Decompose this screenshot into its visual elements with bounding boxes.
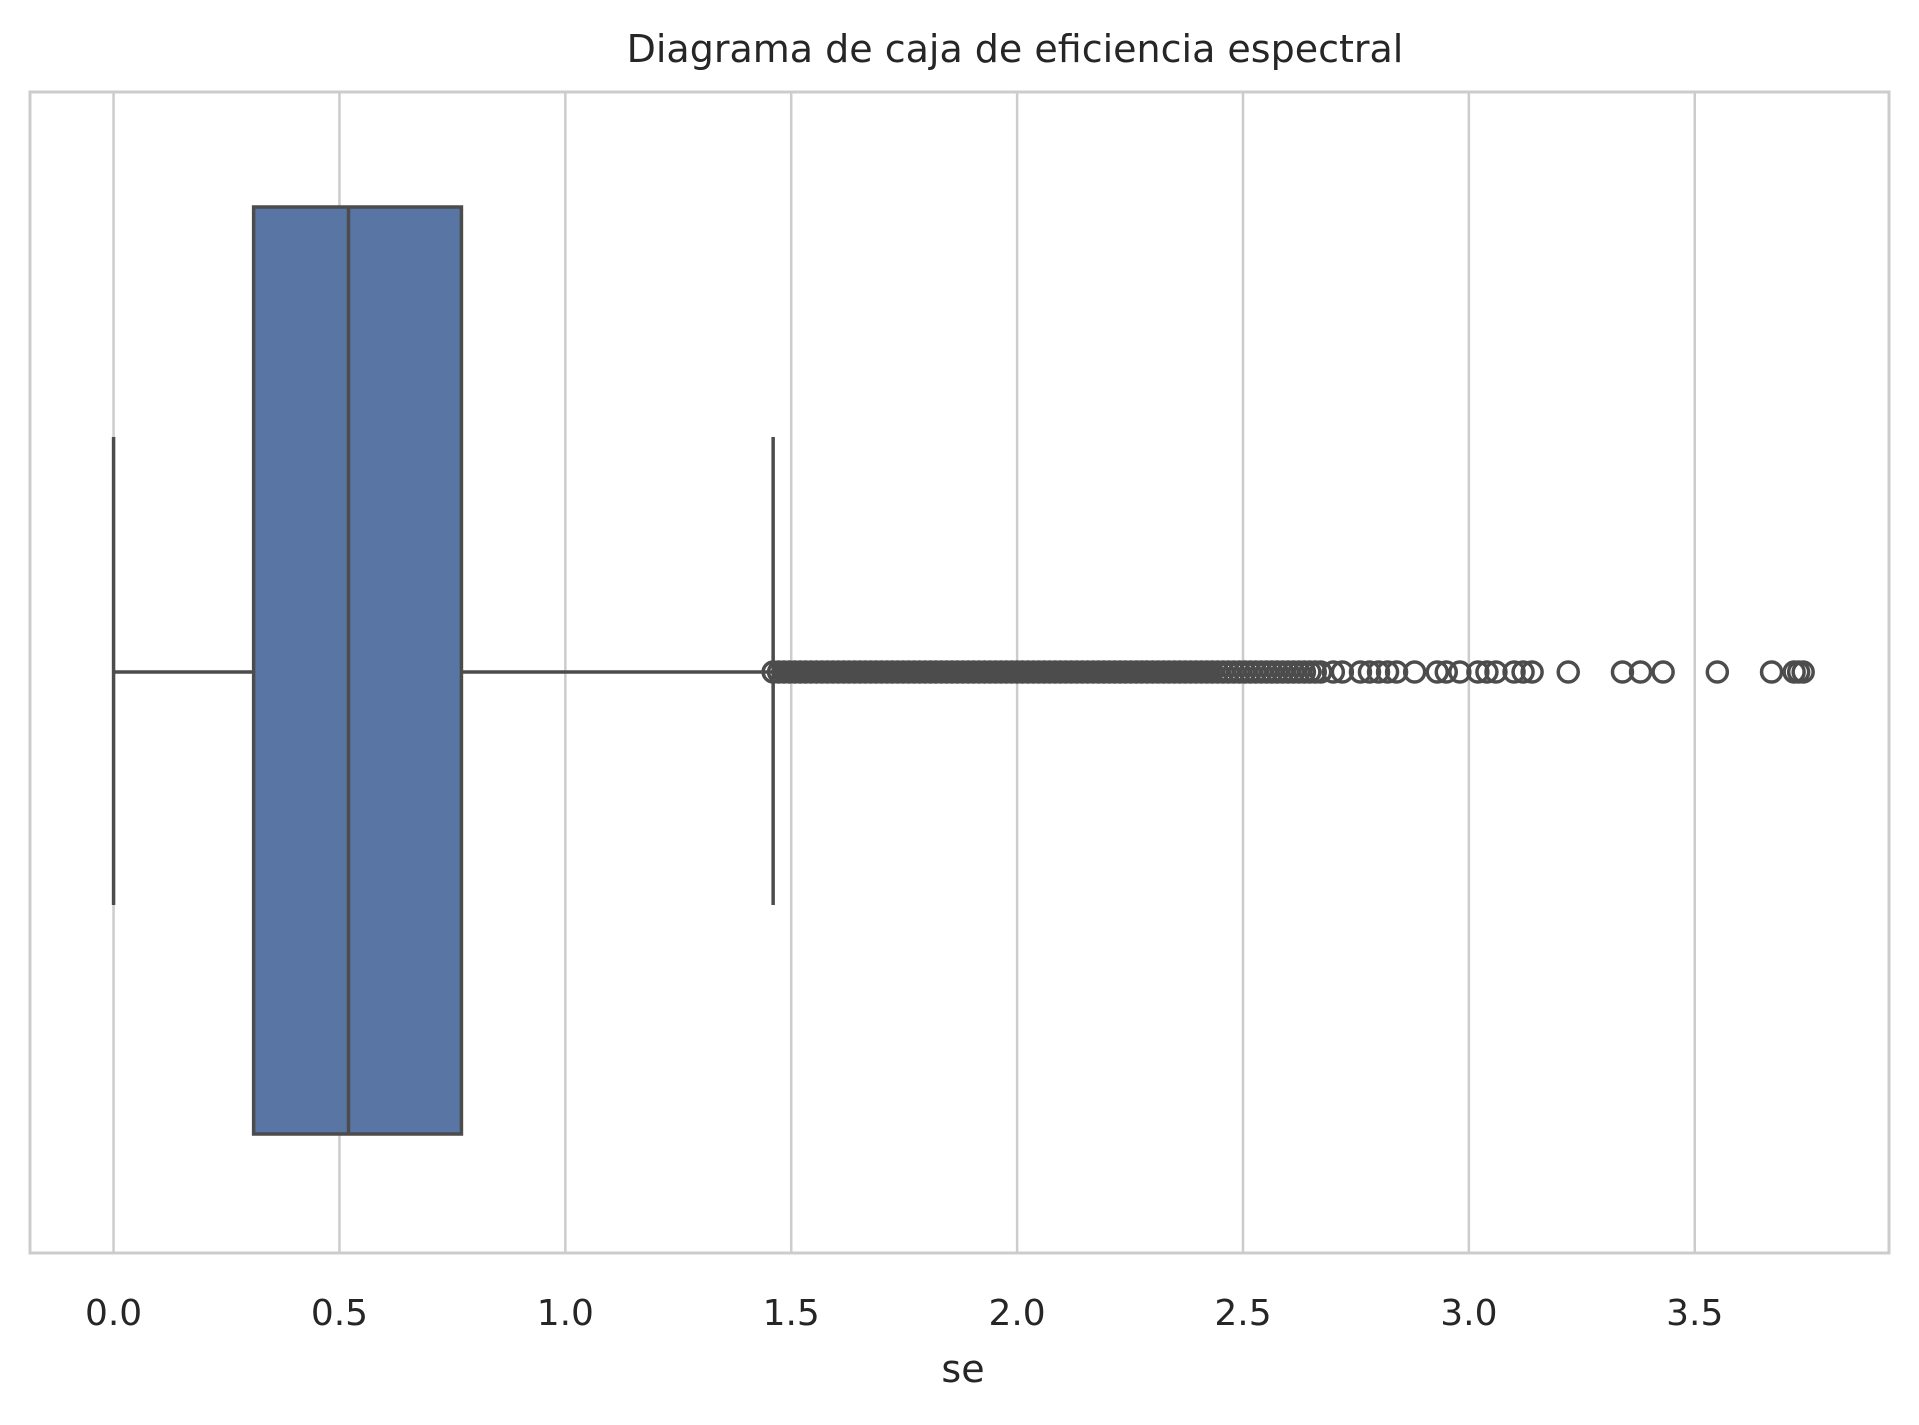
outlier-point [1791,660,1815,684]
outlier-point [1448,660,1472,684]
outlier-point [1502,660,1526,684]
chart-title: Diagrama de caja de eficiencia espectral [627,27,1404,71]
outlier-point [1475,660,1499,684]
x-axis-ticks: 0.0 0.5 1.0 1.5 2.0 2.5 3.0 3.5 [85,1293,1723,1334]
x-tick-label: 0.5 [311,1293,368,1334]
outlier-point [1556,660,1580,684]
plot-frame [28,90,1891,1255]
outlier-point [1610,660,1635,684]
outlier-point [1705,660,1730,684]
outlier-point [1628,660,1653,684]
outlier-point [1434,660,1459,684]
outlier-point [1484,660,1508,684]
outlier-point [1321,660,1346,684]
outlier-point [1384,660,1409,684]
outlier-point [1357,660,1382,684]
outlier-point [1466,660,1490,684]
x-tick-label: 1.5 [763,1293,820,1334]
x-tick-label: 0.0 [85,1293,142,1334]
box-iqr [251,205,464,1136]
x-tick-label: 3.0 [1440,1293,1497,1334]
outlier-point [1330,660,1355,684]
outlier-dense-band [773,660,1221,684]
x-tick-label: 3.5 [1666,1293,1723,1334]
outlier-point [1520,660,1544,684]
outlier-point [1511,660,1535,684]
x-tick-label: 2.5 [1214,1293,1271,1334]
outlier-point [1375,660,1400,684]
outlier-point [1425,660,1449,684]
x-axis-label: se [941,1347,984,1391]
x-tick-label: 1.0 [537,1293,594,1334]
x-tick-label: 2.0 [988,1293,1045,1334]
outlier-point [1759,660,1784,684]
plot-area [111,205,1815,1136]
outlier-point [1651,660,1675,684]
outlier-point [1402,660,1427,684]
outlier-point [1348,660,1373,684]
outlier-point [1366,660,1391,684]
